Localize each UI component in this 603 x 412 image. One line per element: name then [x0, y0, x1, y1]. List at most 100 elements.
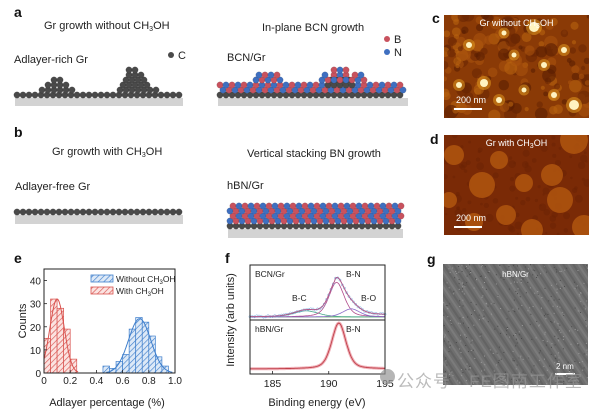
noise-pixel [458, 279, 460, 281]
afm-grain [490, 142, 497, 149]
noise-pixel [580, 292, 582, 294]
lattice-fringe [537, 264, 588, 342]
lattice-fringe [467, 264, 549, 385]
atom [391, 202, 399, 210]
afm-grain [509, 185, 516, 192]
noise-pixel [531, 375, 533, 377]
atom [43, 208, 51, 216]
afm-grain [570, 21, 579, 30]
noise-pixel [448, 351, 450, 353]
atom [289, 202, 297, 210]
noise-pixel [464, 334, 466, 336]
afm-grain [520, 200, 526, 206]
atom [321, 71, 329, 79]
panel-b-left-title: Gr growth with CH3OH [52, 146, 162, 159]
noise-pixel [513, 281, 515, 283]
atom [79, 91, 87, 99]
noise-pixel [559, 270, 561, 272]
noise-pixel [535, 337, 537, 339]
panel-a-left-title: Gr growth without CH3OH [44, 20, 170, 33]
afm-grain [561, 99, 568, 105]
noise-pixel [454, 277, 456, 279]
afm-grain [551, 135, 556, 140]
afm-grain [498, 48, 511, 61]
noise-pixel [444, 334, 446, 336]
noise-pixel [465, 344, 467, 346]
atom [140, 76, 148, 84]
noise-pixel [463, 283, 465, 285]
atom [336, 76, 344, 84]
afm-grain [453, 19, 459, 25]
noise-pixel [468, 264, 470, 266]
afm-grain [451, 27, 461, 37]
xps-chart: BCN/Gr hBN/Gr B-C B-N B-O B-N 185 190 195 … [225, 264, 394, 409]
noise-pixel [470, 367, 472, 369]
noise-pixel [578, 293, 580, 295]
noise-pixel [561, 287, 563, 289]
atom [373, 202, 381, 210]
atom [397, 202, 405, 210]
atom [396, 91, 404, 99]
noise-pixel [550, 346, 552, 348]
noise-pixel [461, 271, 463, 273]
noise-pixel [537, 274, 539, 276]
atom [143, 81, 151, 89]
noise-pixel [571, 326, 573, 328]
noise-pixel [472, 382, 474, 384]
noise-pixel [555, 381, 557, 383]
atom [241, 202, 249, 210]
noise-pixel [480, 333, 482, 335]
afm-grain [525, 162, 529, 166]
afm-grain [525, 196, 531, 202]
noise-pixel [465, 368, 467, 370]
atom [366, 81, 374, 89]
noise-pixel [463, 293, 465, 295]
x-axis-label: Binding energy (eV) [268, 397, 365, 409]
noise-pixel [519, 357, 521, 359]
noise-pixel [562, 348, 564, 350]
noise-pixel [559, 279, 561, 281]
noise-pixel [555, 269, 557, 271]
noise-pixel [495, 379, 497, 381]
noise-pixel [520, 355, 522, 357]
noise-pixel [462, 299, 464, 301]
atom [157, 208, 165, 216]
afm-d-title-text: Gr with CH [485, 138, 530, 148]
noise-pixel [553, 299, 555, 301]
noise-pixel [460, 357, 462, 359]
noise-pixel [546, 383, 548, 385]
noise-pixel [484, 282, 486, 284]
noise-pixel [459, 323, 461, 325]
title-subscript: 3 [149, 26, 154, 33]
atom [222, 81, 230, 89]
afm-grain [566, 58, 572, 63]
afm-grain [504, 61, 518, 75]
noise-pixel [482, 264, 484, 266]
atom [234, 81, 242, 89]
afm-grain [492, 172, 499, 179]
atom [121, 208, 129, 216]
atom [37, 208, 45, 216]
afm-grain [569, 79, 582, 93]
noise-pixel [458, 283, 460, 285]
spectrum-line [250, 322, 385, 370]
afm-d-title: Gr with CH3OH [444, 138, 589, 150]
peak-label-b-o: B-O [361, 293, 377, 303]
afm-grain [512, 140, 516, 144]
afm-grain [549, 222, 557, 229]
noise-pixel [563, 314, 565, 316]
noise-pixel [510, 282, 512, 284]
noise-pixel [462, 372, 464, 374]
noise-pixel [569, 370, 571, 372]
atom [394, 217, 402, 225]
lattice-fringe [552, 264, 588, 319]
noise-pixel [562, 383, 564, 385]
noise-pixel [567, 361, 569, 363]
lattice-fringe [487, 264, 569, 385]
noise-pixel [566, 267, 568, 269]
atom [91, 91, 99, 99]
x-tick-label: 185 [264, 378, 282, 390]
afm-grain [484, 35, 494, 45]
afm-grain [581, 177, 585, 181]
legend-swatch-with [90, 286, 114, 295]
